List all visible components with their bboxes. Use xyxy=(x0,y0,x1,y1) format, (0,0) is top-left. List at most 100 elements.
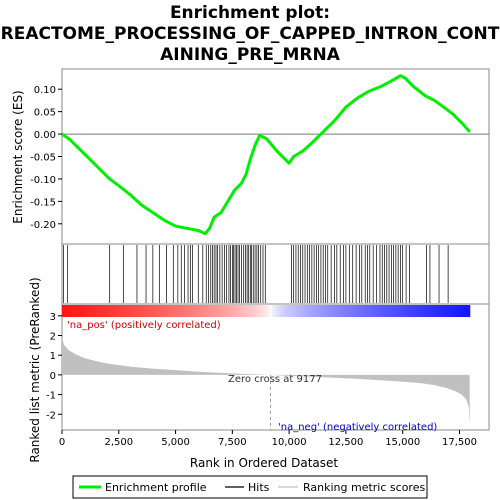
colorbar-segment xyxy=(435,305,440,317)
colorbar-segment xyxy=(146,305,151,317)
colorbar-segment xyxy=(99,305,104,317)
colorbar-segment xyxy=(360,305,365,317)
colorbar-segment xyxy=(62,305,66,317)
colorbar-segment xyxy=(262,305,267,317)
colorbar-segment xyxy=(89,305,94,317)
colorbar-segment xyxy=(333,305,338,317)
colorbar-segment xyxy=(221,305,226,317)
colorbar-segment xyxy=(411,305,416,317)
colorbar-segment xyxy=(384,305,389,317)
colorbar-segment xyxy=(282,305,287,317)
colorbar-segment xyxy=(432,305,437,317)
colorbar-segment xyxy=(371,305,376,317)
colorbar-segment xyxy=(364,305,369,317)
metric-y-tick-label: 1 xyxy=(50,351,56,362)
colorbar-segment xyxy=(388,305,393,317)
colorbar-segment xyxy=(293,305,298,317)
x-tick-label: 10,000 xyxy=(272,437,307,448)
colorbar-segment xyxy=(398,305,403,317)
colorbar-segment xyxy=(462,305,467,317)
colorbar-segment xyxy=(157,305,162,317)
x-tick-label: 5,000 xyxy=(161,437,190,448)
metric-y-axis-label: Ranked list metric (PreRanked) xyxy=(28,277,42,462)
colorbar-segment xyxy=(259,305,264,317)
colorbar-segment xyxy=(323,305,328,317)
x-tick-label: 7,500 xyxy=(218,437,247,448)
colorbar-segment xyxy=(214,305,219,317)
colorbar-segment xyxy=(343,305,348,317)
x-tick-label: 2,500 xyxy=(104,437,133,448)
colorbar-segment xyxy=(75,305,80,317)
legend-enrichment-label: Enrichment profile xyxy=(105,481,207,494)
colorbar-segment xyxy=(449,305,454,317)
colorbar-segment xyxy=(119,305,124,317)
chart-title-line-1: Enrichment plot: xyxy=(170,3,330,23)
colorbar-segment xyxy=(78,305,83,317)
x-tick-label: 15,000 xyxy=(385,437,420,448)
colorbar-segment xyxy=(428,305,433,317)
x-tick-label: 17,500 xyxy=(442,437,477,448)
chart-title-line-2: REACTOME_PROCESSING_OF_CAPPED_INTRON_CON… xyxy=(1,24,500,44)
metric-y-tick-label: 0 xyxy=(50,371,56,382)
colorbar-segment xyxy=(248,305,253,317)
colorbar-segment xyxy=(238,305,243,317)
colorbar-segment xyxy=(106,305,111,317)
colorbar-segment xyxy=(201,305,206,317)
colorbar-segment xyxy=(85,305,90,317)
colorbar-segment xyxy=(177,305,182,317)
colorbar-segment xyxy=(92,305,97,317)
colorbar-segment xyxy=(418,305,423,317)
x-axis: 0 2,500 5,000 7,500 10,000 12,500 15,000 17,500 xyxy=(59,430,477,448)
x-axis-label: Rank in Ordered Dataset xyxy=(190,456,338,470)
colorbar-segment xyxy=(456,305,461,317)
colorbar-segment xyxy=(299,305,304,317)
colorbar-segment xyxy=(150,305,155,317)
colorbar-segment xyxy=(82,305,87,317)
colorbar-segment xyxy=(391,305,396,317)
colorbar-segment xyxy=(445,305,450,317)
colorbar-segment xyxy=(381,305,386,317)
colorbar-segment xyxy=(72,305,77,317)
colorbar-segment xyxy=(357,305,362,317)
legend-hits-label: Hits xyxy=(248,481,270,494)
colorbar-segment xyxy=(133,305,138,317)
colorbar-segment xyxy=(194,305,199,317)
colorbar-segment xyxy=(405,305,410,317)
colorbar-segment xyxy=(289,305,294,317)
es-panel-frame xyxy=(61,68,490,245)
x-tick-label: 0 xyxy=(59,437,65,448)
colorbar-segment xyxy=(306,305,311,317)
colorbar-segment xyxy=(126,305,131,317)
colorbar-segment xyxy=(218,305,223,317)
colorbar-segment xyxy=(191,305,196,317)
metric-y-tick-label: -2 xyxy=(46,410,56,421)
colorbar-segment xyxy=(313,305,318,317)
colorbar-segment xyxy=(231,305,236,317)
colorbar-segment xyxy=(425,305,430,317)
es-y-tick-label: -0.10 xyxy=(30,175,56,186)
colorbar-segment xyxy=(167,305,172,317)
colorbar-segment xyxy=(68,305,73,317)
colorbar-segment xyxy=(208,305,213,317)
hits-panel-frame xyxy=(61,243,490,305)
colorbar-segment xyxy=(143,305,148,317)
colorbar-segment xyxy=(377,305,382,317)
colorbar-segment xyxy=(65,305,70,317)
es-y-tick-label: 0.05 xyxy=(34,108,56,119)
colorbar-segment xyxy=(242,305,247,317)
colorbar-segment xyxy=(204,305,209,317)
colorbar-segment xyxy=(442,305,447,317)
legend-metric-label: Ranking metric scores xyxy=(303,481,425,494)
colorbar-segment xyxy=(340,305,345,317)
colorbar-segment xyxy=(112,305,117,317)
colorbar-segment xyxy=(269,305,274,317)
colorbar-segment xyxy=(180,305,185,317)
colorbar-segment xyxy=(265,305,270,317)
colorbar-segment xyxy=(163,305,168,317)
metric-y-tick-label: 2 xyxy=(50,332,56,343)
colorbar-segment xyxy=(102,305,107,317)
colorbar-segment xyxy=(245,305,250,317)
colorbar-segment xyxy=(276,305,281,317)
colorbar-segment xyxy=(279,305,284,317)
colorbar-segment xyxy=(320,305,325,317)
